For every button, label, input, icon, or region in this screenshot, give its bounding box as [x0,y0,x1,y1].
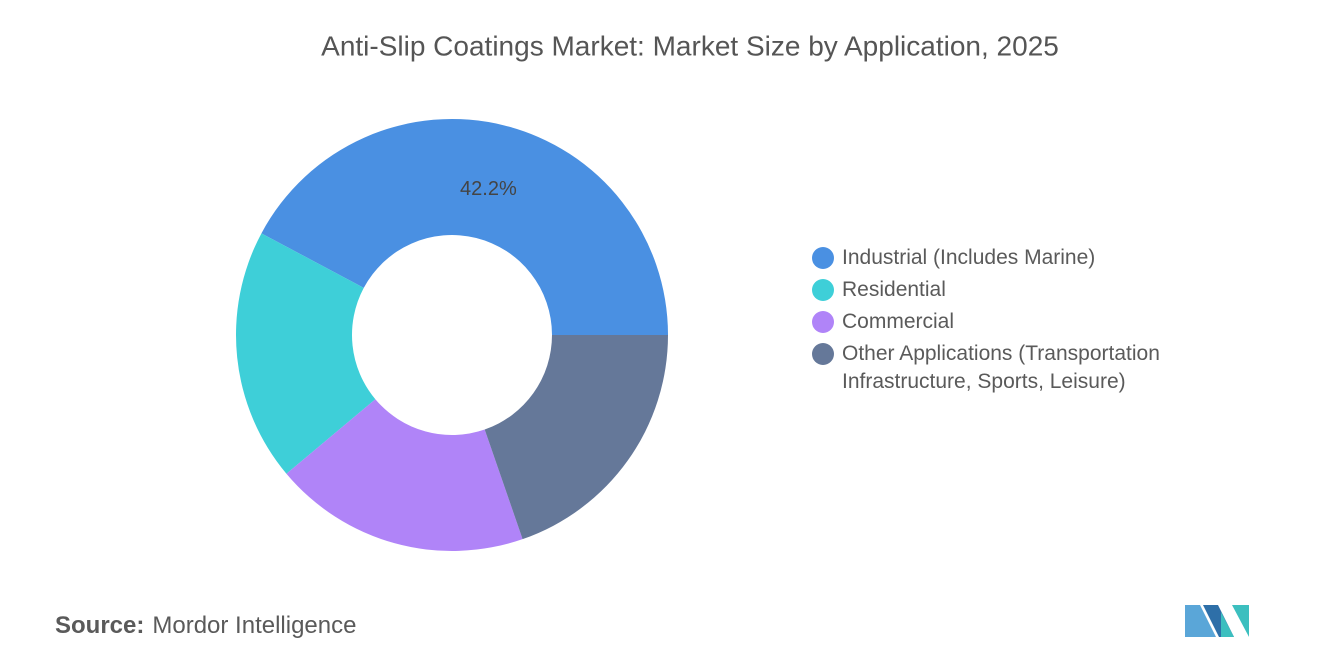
legend-label: Residential [842,278,946,301]
source: Source: Mordor Intelligence [55,612,356,640]
data-label: 42.2% [460,178,517,200]
legend-swatch [812,311,834,333]
legend-item: Commercial [812,308,1202,336]
source-label: Source: [55,612,145,639]
legend-swatch [812,343,834,365]
legend-label: Commercial [842,310,955,333]
chart-title: Anti-Slip Coatings Market: Market Size b… [321,30,1059,61]
legend: Industrial (Includes Marine) Residential C… [812,244,1202,400]
source-text: Mordor Intelligence [152,612,357,639]
donut-slice [286,399,523,551]
legend-swatch [812,247,834,269]
donut-slice [235,233,376,474]
legend-item: Other Applications (Transportation Infra… [812,340,1202,396]
legend-label: Industrial (Includes Marine) [842,246,1096,269]
logo [1185,605,1249,637]
legend-swatch [812,279,834,301]
donut-slice [261,118,668,336]
legend-item: Industrial (Includes Marine) [812,244,1202,272]
legend-item: Residential [812,276,1202,304]
donut-slice [484,335,668,540]
legend-label: Other Applications (Transportation Infra… [842,342,1160,393]
